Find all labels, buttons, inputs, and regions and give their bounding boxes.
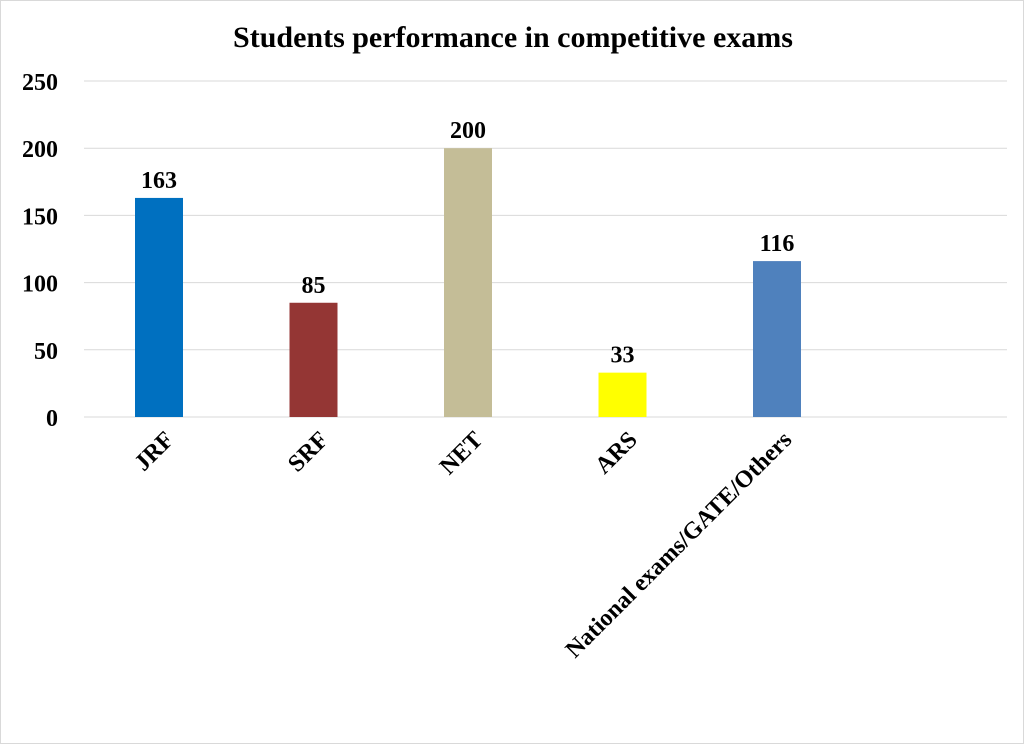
gridlines <box>84 80 1007 418</box>
bar-ars <box>598 372 647 417</box>
y-tick-label: 100 <box>22 272 58 298</box>
y-tick-label: 50 <box>34 339 58 365</box>
chart-title: Students performance in competitive exam… <box>233 21 793 54</box>
bar-national-exams-gate-others <box>753 261 801 417</box>
data-label: 85 <box>302 273 326 299</box>
category-label: NET <box>435 427 488 480</box>
y-tick-label: 200 <box>22 137 58 163</box>
data-label: 200 <box>450 118 486 144</box>
y-tick-label: 150 <box>22 204 58 230</box>
y-tick-label: 250 <box>22 70 58 96</box>
bar-net <box>444 148 492 417</box>
data-label: 116 <box>760 231 795 257</box>
category-label: SRF <box>283 427 333 477</box>
category-label: JRF <box>130 427 179 476</box>
category-label: ARS <box>590 427 642 479</box>
data-labels: 163 85 200 33 116 <box>141 118 794 368</box>
bar-srf <box>289 302 338 417</box>
y-axis-tick-labels: 0 50 100 150 200 250 <box>22 70 58 432</box>
bar-jrf <box>135 197 183 417</box>
data-label: 163 <box>141 168 177 194</box>
bars <box>135 148 801 417</box>
y-tick-label: 0 <box>46 406 58 432</box>
data-label: 33 <box>611 343 635 369</box>
